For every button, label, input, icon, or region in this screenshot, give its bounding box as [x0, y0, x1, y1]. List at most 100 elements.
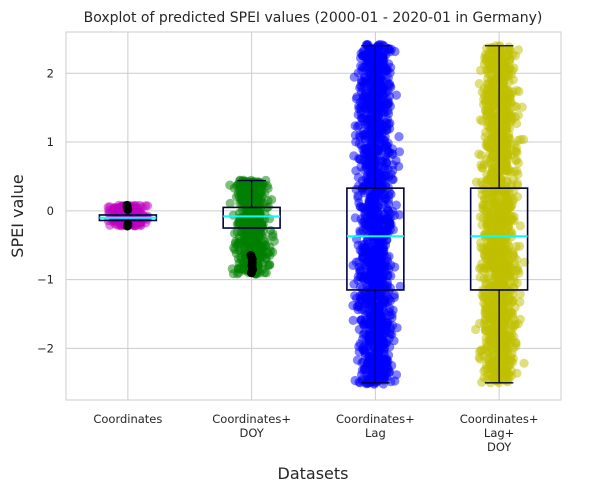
y-tick-label: −2 [37, 341, 54, 355]
scatter-point [257, 251, 267, 261]
y-tick-label: 1 [47, 135, 54, 149]
scatter-point [479, 292, 489, 302]
scatter-point [503, 238, 513, 248]
scatter-point [372, 42, 382, 52]
scatter-point [482, 254, 492, 264]
scatter-point [506, 182, 516, 192]
scatter-point [381, 326, 391, 336]
scatter-point [385, 68, 395, 78]
scatter-point [382, 158, 392, 168]
scatter-point [373, 224, 383, 234]
scatter-point [377, 373, 387, 384]
scatter-point [484, 272, 494, 282]
scatter-point [351, 184, 361, 195]
scatter-point [361, 205, 371, 215]
scatter-point [517, 102, 527, 112]
scatter-point [509, 276, 519, 286]
scatter-point [483, 310, 493, 320]
scatter-point [508, 295, 518, 305]
scatter-point [508, 354, 518, 364]
scatter-point [392, 323, 402, 333]
scatter-point [480, 325, 490, 335]
scatter-point [367, 196, 377, 206]
scatter-point [374, 291, 384, 301]
scatter-point [395, 281, 405, 291]
scatter-point [239, 265, 249, 275]
scatter-point [225, 198, 235, 208]
scatter-point [242, 228, 252, 238]
scatter-point [360, 185, 370, 195]
scatter-point [365, 130, 375, 140]
scatter-point [515, 297, 525, 307]
scatter-point [358, 51, 368, 61]
scatter-point [349, 151, 359, 161]
scatter-point [391, 90, 401, 100]
scatter-point [378, 263, 388, 273]
scatter-point [240, 237, 250, 247]
scatter-point [474, 149, 484, 159]
scatter-point [375, 342, 385, 352]
scatter-point [515, 221, 525, 231]
scatter-point [506, 90, 516, 100]
scatter-point [474, 352, 484, 363]
scatter-point [353, 193, 363, 203]
scatter-point [363, 216, 373, 226]
iqr-box [469, 187, 529, 291]
outlier-point [122, 221, 132, 231]
scatter-point [488, 216, 498, 226]
scatter-point [471, 324, 481, 335]
scatter-point [259, 198, 269, 208]
scatter-point [506, 110, 516, 120]
scatter-point [506, 70, 516, 80]
scatter-point [519, 358, 529, 368]
y-axis-label: SPEI value [8, 174, 27, 257]
scatter-point [477, 220, 487, 230]
scatter-point [504, 255, 514, 265]
scatter-point [479, 100, 489, 110]
scatter-point [365, 68, 375, 78]
scatter-point [483, 374, 493, 385]
iqr-box [346, 187, 405, 291]
scatter-point [390, 376, 400, 386]
scatter-point [228, 210, 238, 220]
scatter-point [362, 100, 372, 111]
scatter-point [513, 45, 524, 55]
scatter-point [499, 77, 509, 87]
scatter-point [498, 216, 509, 226]
scatter-point [493, 161, 503, 171]
scatter-point [479, 213, 489, 223]
scatter-point [382, 291, 392, 301]
scatter-point [499, 134, 509, 144]
scatter-point [366, 287, 376, 297]
scatter-point [373, 113, 383, 123]
scatter-point [251, 241, 261, 251]
scatter-point [356, 316, 366, 326]
scatter-point [476, 65, 486, 75]
scatter-point [354, 324, 364, 334]
scatter-point [348, 260, 358, 270]
y-tick-label: 2 [47, 66, 54, 80]
scatter-point [390, 46, 400, 57]
scatter-point [497, 279, 507, 290]
scatter-point [370, 308, 380, 318]
plot-frame [65, 31, 562, 401]
scatter-point [513, 169, 523, 179]
boxes [98, 45, 529, 384]
scatter-point [483, 347, 493, 357]
scatter-point [510, 147, 520, 157]
scatter-point [486, 170, 496, 180]
scatter-point [370, 100, 380, 110]
scatter-point [354, 377, 364, 387]
scatter-point [384, 91, 395, 101]
scatter-point [374, 236, 384, 246]
scatter-point [505, 45, 515, 55]
scatter-point [513, 135, 523, 145]
scatter-point [356, 75, 367, 86]
scatter-point [504, 265, 514, 275]
scatter-point [488, 281, 498, 291]
scatter-point [361, 40, 371, 50]
iqr-box [222, 206, 281, 229]
scatter-point [493, 55, 503, 65]
scatter-point [354, 101, 364, 111]
